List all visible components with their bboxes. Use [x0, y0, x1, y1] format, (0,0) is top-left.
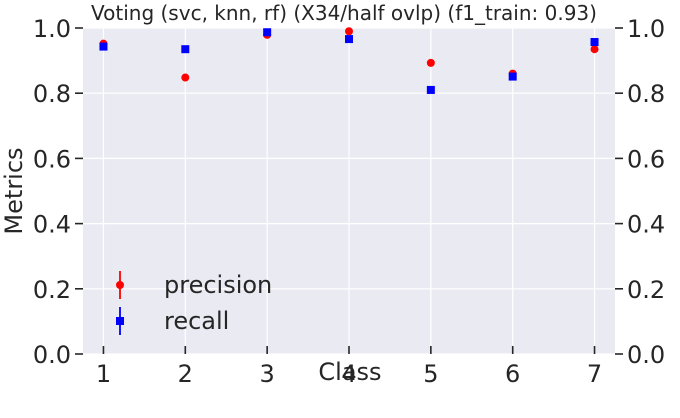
y-tick-label-left: 0.8	[33, 80, 71, 108]
y-tick-label-left: 0.0	[33, 341, 71, 369]
grid	[83, 27, 615, 355]
y-tick-label-left: 0.6	[33, 145, 71, 173]
x-tick-label: 1	[96, 360, 111, 388]
x-tick-label: 6	[505, 360, 520, 388]
recall-point	[345, 35, 353, 44]
recall-point	[263, 28, 272, 37]
y-tick-label-left: 1.0	[33, 15, 71, 43]
x-tick-label: 7	[587, 360, 602, 388]
x-tick-label: 5	[423, 360, 438, 388]
y-tick-label-left: 0.4	[33, 211, 71, 239]
y-tick-label-right: 0.2	[627, 276, 665, 304]
x-tick-label: 3	[260, 360, 275, 388]
series-recall	[99, 28, 599, 94]
legend: precision recall	[116, 271, 272, 335]
recall-point	[181, 45, 190, 54]
chart-title: Voting (svc, knn, rf) (X34/half ovlp) (f…	[91, 1, 597, 25]
legend-marker-recall	[116, 317, 124, 325]
y-tick-label-right: 1.0	[627, 15, 665, 43]
y-tick-label-right: 0.8	[627, 80, 665, 108]
y-tick-label-right: 0.0	[627, 341, 665, 369]
precision-point	[590, 45, 599, 54]
x-axis-label: Class	[318, 358, 381, 386]
y-axis-label: Metrics	[0, 147, 28, 234]
recall-point	[426, 85, 435, 94]
recall-point	[99, 42, 108, 51]
precision-point	[426, 58, 435, 67]
precision-point	[345, 27, 353, 36]
y-tick-label-right: 0.4	[627, 211, 665, 239]
recall-point	[508, 72, 517, 81]
data-marks	[99, 27, 599, 94]
y-tick-label-left: 0.2	[33, 276, 71, 304]
legend-label-precision: precision	[164, 271, 272, 299]
precision-point	[181, 73, 190, 82]
ticks: 0.0 0.0 0.2 0.2 0.4 0.4 0.6 0.6 0.8 0.8 1.0 1.0 1 2 3 4…	[33, 15, 665, 388]
legend-label-recall: recall	[164, 307, 229, 335]
x-tick-label: 2	[178, 360, 193, 388]
x-tick-label: 4	[341, 360, 356, 388]
y-tick-label-right: 0.6	[627, 145, 665, 173]
legend-item-precision: precision	[116, 271, 272, 299]
recall-point	[590, 38, 599, 47]
legend-item-recall: recall	[116, 307, 229, 335]
legend-marker-precision	[116, 281, 124, 289]
